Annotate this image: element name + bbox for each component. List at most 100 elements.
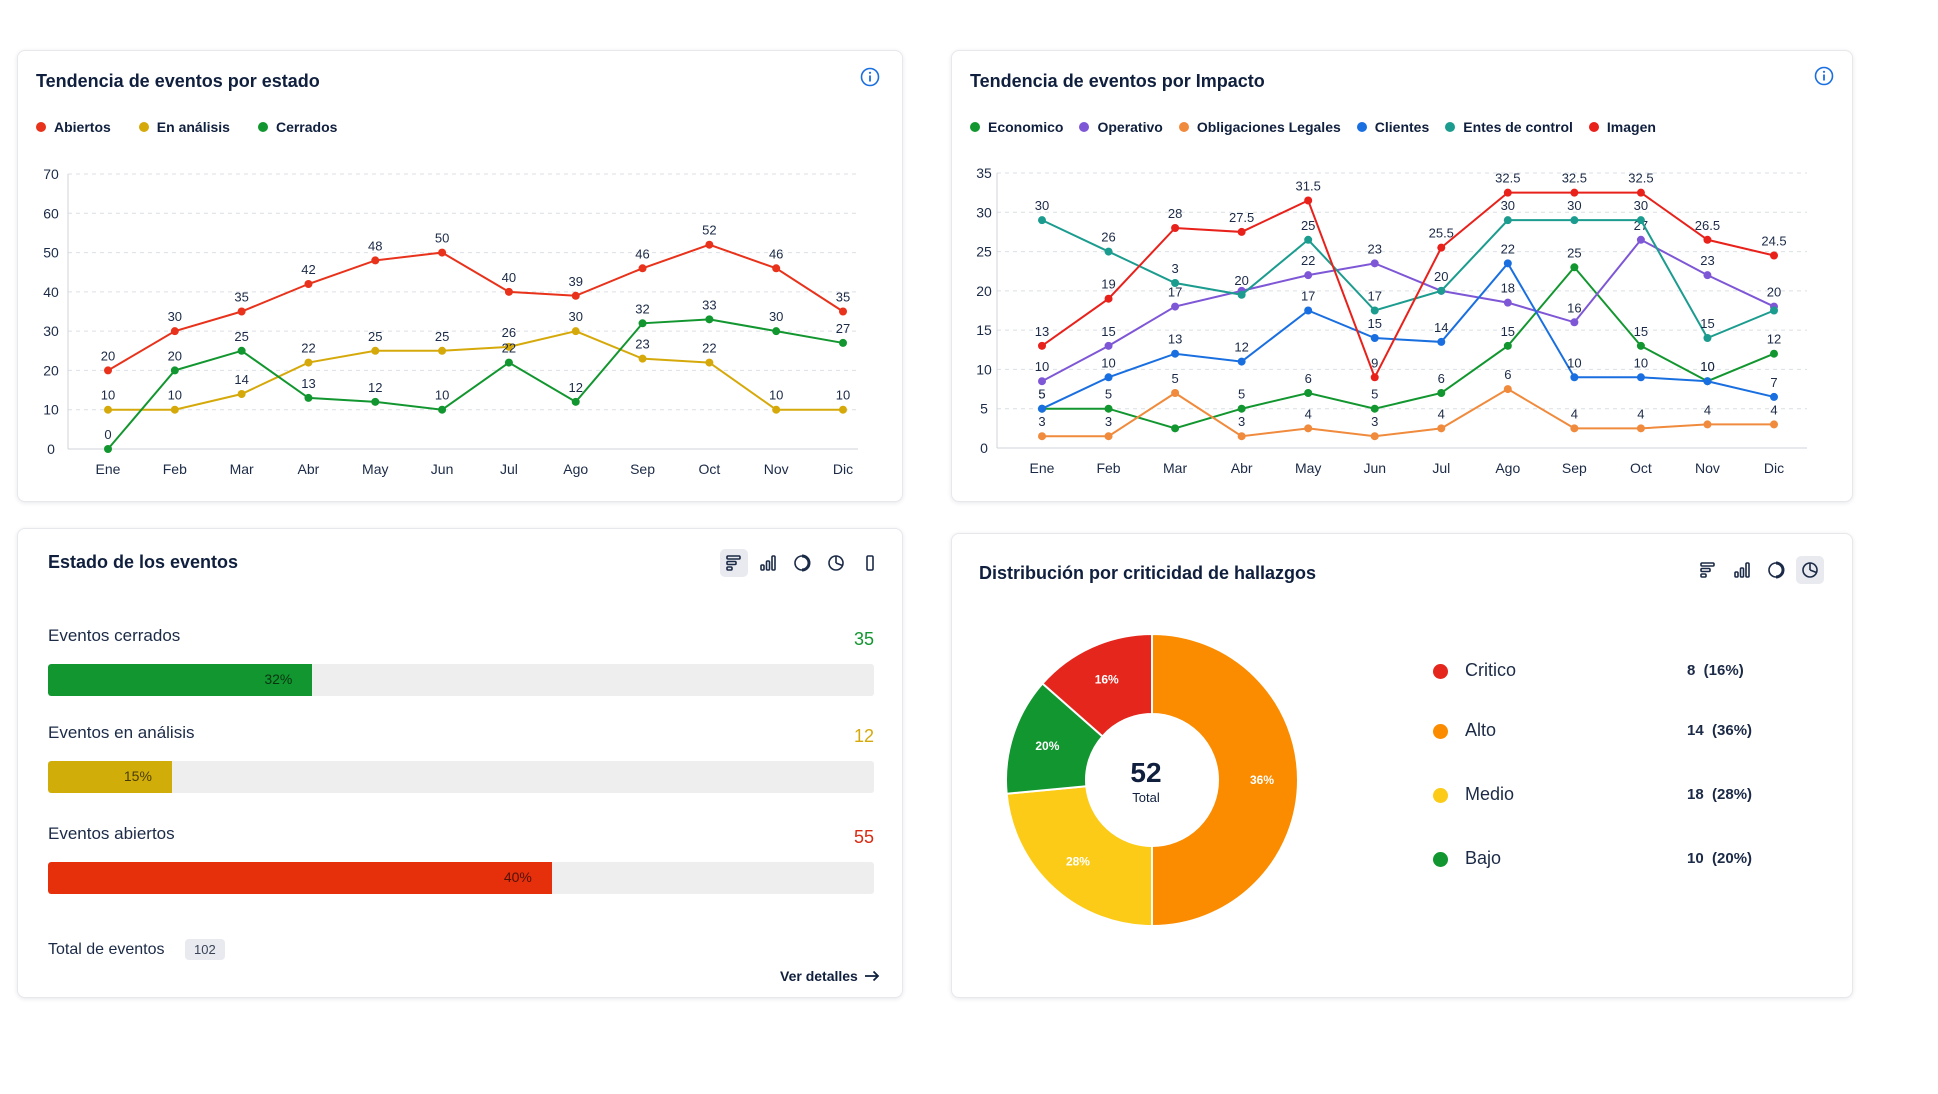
pie-button[interactable] [1796, 556, 1824, 584]
donut-legend-item-bajo[interactable]: Bajo 10 (20%) [1433, 846, 1773, 872]
data-point-clientes[interactable] [1104, 373, 1113, 382]
donut-slice-medio[interactable] [1005, 785, 1153, 928]
data-point-obligaciones-legales[interactable] [1304, 424, 1313, 433]
data-point-imagen[interactable] [1104, 294, 1113, 303]
data-point-economico[interactable] [1636, 341, 1645, 350]
data-point-entes-de-control[interactable] [1171, 279, 1180, 287]
data-point-entes-de-control[interactable] [1570, 216, 1579, 225]
data-point-operativo[interactable] [1038, 377, 1046, 386]
data-point-clientes[interactable] [1437, 337, 1446, 346]
donut-button[interactable] [788, 549, 816, 577]
data-point-imagen[interactable] [1370, 373, 1379, 382]
data-point-abiertos[interactable] [237, 307, 246, 316]
data-point-operativo[interactable] [1104, 341, 1113, 350]
horizontal-bars-button[interactable] [720, 549, 748, 577]
data-point-entes-de-control[interactable] [1304, 235, 1313, 244]
data-point-en-analisis[interactable] [705, 358, 714, 367]
legend-item-obligaciones-legales[interactable]: Obligaciones Legales [1178, 119, 1341, 135]
data-point-entes-de-control[interactable] [1437, 286, 1446, 295]
data-point-clientes[interactable] [1503, 259, 1512, 268]
data-point-cerrados[interactable] [438, 405, 447, 414]
legend-item-cerrados[interactable]: Cerrados [257, 119, 337, 135]
data-point-obligaciones-legales[interactable] [1770, 420, 1778, 429]
data-point-obligaciones-legales[interactable] [1703, 420, 1712, 429]
data-point-en-analisis[interactable] [104, 405, 112, 414]
data-point-cerrados[interactable] [237, 346, 246, 355]
data-point-clientes[interactable] [1636, 373, 1645, 382]
data-point-cerrados[interactable] [571, 397, 580, 406]
single-bar-button[interactable] [856, 549, 884, 577]
data-point-en-analisis[interactable] [304, 358, 313, 367]
data-point-abiertos[interactable] [371, 256, 380, 265]
data-point-cerrados[interactable] [504, 358, 513, 367]
data-point-en-analisis[interactable] [170, 405, 179, 414]
data-point-en-analisis[interactable] [504, 342, 513, 351]
data-point-cerrados[interactable] [104, 445, 112, 453]
info-icon[interactable] [1812, 64, 1836, 88]
legend-item-entes-de-control[interactable]: Entes de control [1445, 119, 1573, 135]
legend-item-clientes[interactable]: Clientes [1356, 119, 1429, 135]
data-point-entes-de-control[interactable] [1237, 290, 1246, 299]
data-point-abiertos[interactable] [438, 248, 447, 257]
data-point-operativo[interactable] [1703, 271, 1712, 280]
donut-legend-item-medio[interactable]: Medio 18 (28%) [1433, 782, 1773, 808]
data-point-clientes[interactable] [1370, 334, 1379, 342]
data-point-cerrados[interactable] [638, 319, 647, 328]
data-point-economico[interactable] [1370, 404, 1379, 413]
data-point-imagen[interactable] [1703, 235, 1712, 244]
data-point-abiertos[interactable] [304, 280, 313, 288]
data-point-en-analisis[interactable] [772, 405, 781, 414]
data-point-clientes[interactable] [1038, 404, 1046, 413]
data-point-obligaciones-legales[interactable] [1570, 424, 1579, 433]
data-point-cerrados[interactable] [371, 397, 380, 406]
data-point-imagen[interactable] [1038, 341, 1046, 350]
data-point-entes-de-control[interactable] [1104, 247, 1113, 256]
data-point-clientes[interactable] [1770, 392, 1778, 401]
donut-slice-alto[interactable] [1151, 632, 1299, 928]
data-point-en-analisis[interactable] [237, 390, 246, 398]
data-point-cerrados[interactable] [772, 327, 781, 336]
data-point-operativo[interactable] [1503, 298, 1512, 307]
legend-item-en-analisis[interactable]: En análisis [138, 119, 230, 135]
legend-item-abiertos[interactable]: Abiertos [36, 119, 111, 135]
data-point-economico[interactable] [1171, 424, 1180, 433]
data-point-operativo[interactable] [1636, 235, 1645, 244]
data-point-economico[interactable] [1570, 263, 1579, 272]
data-point-economico[interactable] [1237, 404, 1246, 413]
vertical-bars-button[interactable] [754, 549, 782, 577]
data-point-cerrados[interactable] [839, 338, 847, 347]
data-point-en-analisis[interactable] [571, 327, 580, 336]
data-point-entes-de-control[interactable] [1703, 334, 1712, 342]
data-point-obligaciones-legales[interactable] [1104, 432, 1113, 441]
data-point-obligaciones-legales[interactable] [1370, 432, 1379, 441]
info-icon[interactable] [858, 65, 882, 89]
data-point-clientes[interactable] [1570, 373, 1579, 382]
data-point-operativo[interactable] [1570, 318, 1579, 327]
data-point-clientes[interactable] [1237, 357, 1246, 366]
vertical-bars-button[interactable] [1728, 556, 1756, 584]
data-point-en-analisis[interactable] [839, 405, 847, 414]
data-point-imagen[interactable] [1237, 227, 1246, 236]
data-point-abiertos[interactable] [839, 307, 847, 316]
horizontal-bars-button[interactable] [1694, 556, 1722, 584]
data-point-abiertos[interactable] [170, 327, 179, 336]
data-point-en-analisis[interactable] [638, 354, 647, 363]
data-point-economico[interactable] [1304, 389, 1313, 397]
data-point-operativo[interactable] [1171, 302, 1180, 311]
data-point-obligaciones-legales[interactable] [1171, 389, 1180, 397]
data-point-abiertos[interactable] [772, 264, 781, 273]
data-point-cerrados[interactable] [170, 366, 179, 375]
data-point-entes-de-control[interactable] [1636, 216, 1645, 225]
data-point-entes-de-control[interactable] [1038, 216, 1046, 225]
data-point-imagen[interactable] [1636, 188, 1645, 197]
data-point-obligaciones-legales[interactable] [1503, 385, 1512, 394]
data-point-entes-de-control[interactable] [1503, 216, 1512, 225]
data-point-abiertos[interactable] [638, 264, 647, 273]
legend-item-economico[interactable]: Economico [970, 119, 1063, 135]
data-point-entes-de-control[interactable] [1770, 306, 1778, 315]
data-point-obligaciones-legales[interactable] [1237, 432, 1246, 441]
data-point-obligaciones-legales[interactable] [1038, 432, 1046, 441]
legend-item-imagen[interactable]: Imagen [1588, 119, 1656, 135]
donut-slice-critico[interactable] [1041, 632, 1153, 738]
ver-detalles-link[interactable]: Ver detalles [780, 968, 880, 984]
